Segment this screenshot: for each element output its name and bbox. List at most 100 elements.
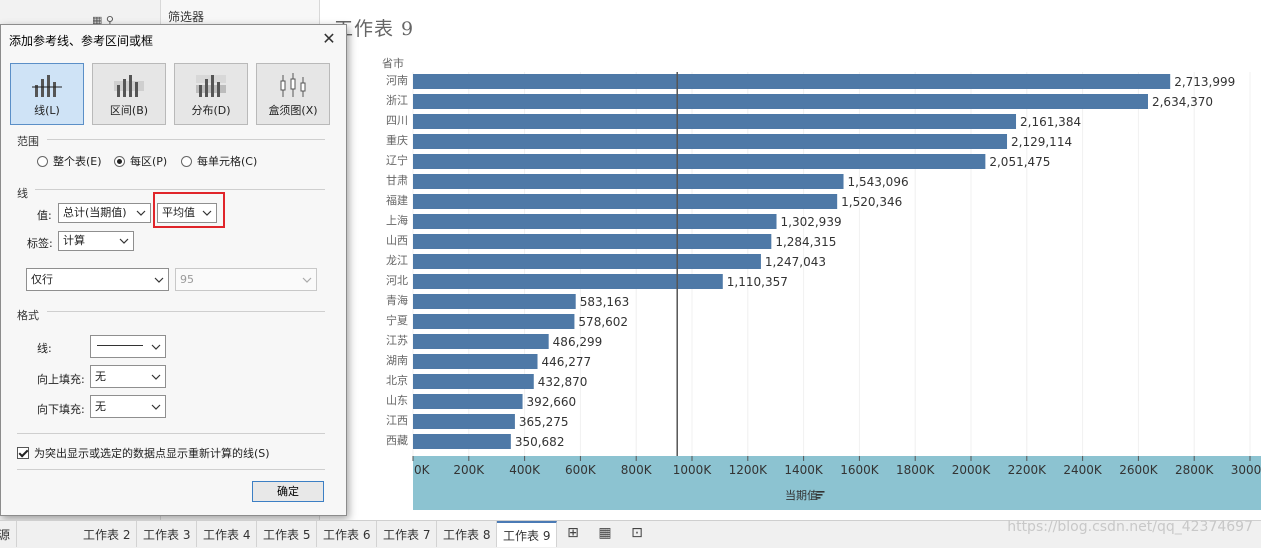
tab-sheet-8[interactable]: 工作表 8 [437, 521, 498, 547]
tab-sheet-5[interactable]: 工作表 5 [257, 521, 318, 547]
bar [413, 414, 515, 429]
highlight-box [153, 192, 225, 228]
radio-dot [37, 156, 48, 167]
format-divider [47, 311, 325, 312]
sheet-tab-bar: 源 工作表 2 工作表 3 工作表 4 工作表 5 工作表 6 工作表 7 工作… [0, 520, 1261, 548]
data-label: 1,302,939 [781, 215, 842, 229]
category-label: 甘肃 [386, 174, 408, 187]
tab-sheet-4[interactable]: 工作表 4 [197, 521, 258, 547]
fill-above-select[interactable]: 无 [90, 365, 166, 388]
dialog-title: 添加参考线、参考区间或框 [9, 34, 154, 48]
new-story-icon[interactable]: ⊡ [631, 525, 643, 541]
data-label: 2,634,370 [1152, 95, 1213, 109]
bar [413, 374, 534, 389]
tab-sheet-6[interactable]: 工作表 6 [317, 521, 378, 547]
distribution-type-icon [196, 75, 226, 97]
data-label: 583,163 [580, 295, 630, 309]
value-field-select[interactable]: 总计(当期值) [58, 203, 151, 223]
x-tick-label: 0K [414, 463, 431, 477]
footer-divider [17, 469, 325, 470]
recalc-checkbox-label: 为突出显示或选定的数据点显示重新计算的线(S) [34, 447, 270, 460]
close-icon[interactable]: ✕ [322, 29, 336, 48]
bar [413, 234, 772, 249]
category-label: 山东 [386, 394, 408, 407]
fill-below-label: 向下填充: [37, 403, 85, 416]
aggregation-select[interactable]: 平均值 [157, 203, 217, 223]
tab-sheet-3[interactable]: 工作表 3 [137, 521, 198, 547]
pane-toolbar-icons[interactable]: ▦ ⚲ [92, 14, 114, 27]
chevron-down-icon [151, 374, 161, 380]
scope-entire-table-radio[interactable]: 整个表(E) [37, 153, 102, 169]
scope-per-cell-radio[interactable]: 每单元格(C) [181, 153, 257, 169]
bar [413, 174, 844, 189]
data-label: 446,277 [542, 355, 592, 369]
new-dashboard-icon[interactable]: ▦ [598, 525, 612, 541]
category-label: 河北 [386, 274, 408, 287]
scope-entire-table-label: 整个表(E) [53, 155, 102, 168]
recalc-checkbox[interactable]: 为突出显示或选定的数据点显示重新计算的线(S) [17, 445, 270, 461]
scope-heading: 范围 [17, 135, 39, 148]
x-tick-label: 2200K [1008, 463, 1048, 477]
add-reference-line-dialog: 添加参考线、参考区间或框 ✕ 线(L) 区间(B) 分布(D) 盒须图( [0, 24, 347, 516]
bar [413, 294, 576, 309]
bar [413, 134, 1008, 149]
x-tick-label: 1400K [784, 463, 824, 477]
data-label: 350,682 [515, 435, 565, 449]
bar [413, 214, 777, 229]
tag-select[interactable]: 计算 [58, 231, 134, 251]
chevron-down-icon [202, 210, 212, 216]
category-label: 上海 [386, 213, 408, 227]
category-label: 辽宁 [386, 153, 408, 167]
category-label: 山西 [386, 234, 408, 247]
value-label: 值: [37, 209, 52, 222]
type-boxplot-button[interactable]: 盒须图(X) [256, 63, 330, 125]
tab-sheet-2[interactable]: 工作表 2 [77, 521, 138, 547]
category-label: 重庆 [386, 133, 408, 147]
data-label: 1,284,315 [775, 235, 836, 249]
bar [413, 194, 838, 209]
new-worksheet-icon[interactable]: ⊞ [567, 525, 579, 541]
format-line-label: 线: [37, 342, 52, 355]
line-type-icon [32, 75, 62, 97]
chevron-down-icon [119, 238, 129, 244]
tag-label: 标签: [27, 237, 53, 250]
x-tick-label: 1600K [840, 463, 880, 477]
tag-value-text: 计算 [63, 234, 85, 247]
scope-per-cell-label: 每单元格(C) [197, 155, 258, 168]
x-tick-label: 1000K [673, 463, 713, 477]
x-tick-label: 2400K [1063, 463, 1103, 477]
chevron-down-icon [136, 210, 146, 216]
x-tick-label: 1800K [896, 463, 936, 477]
bar [413, 434, 511, 449]
category-label: 河南 [386, 74, 408, 87]
tab-sheet-7[interactable]: 工作表 7 [377, 521, 438, 547]
data-label: 578,602 [578, 315, 628, 329]
tab-datasource[interactable]: 源 [0, 521, 18, 547]
ok-button[interactable]: 确定 [252, 481, 324, 502]
category-label: 西藏 [386, 434, 408, 447]
value-field-text: 总计(当期值) [63, 206, 127, 219]
bar [413, 94, 1148, 109]
type-distribution-label: 分布(D) [191, 104, 231, 117]
type-line-button[interactable]: 线(L) [10, 63, 84, 125]
data-label: 2,129,114 [1011, 135, 1072, 149]
bottom-divider [17, 433, 325, 434]
tab-sheet-9[interactable]: 工作表 9 [497, 521, 558, 547]
scope-per-pane-radio[interactable]: 每区(P) [114, 153, 167, 169]
x-tick-label: 2800K [1175, 463, 1215, 477]
fill-below-select[interactable]: 无 [90, 395, 166, 418]
confidence-select[interactable]: 95 [175, 268, 317, 291]
category-label: 浙江 [386, 94, 408, 107]
filters-shelf-label: 筛选器 [168, 10, 205, 24]
type-boxplot-label: 盒须图(X) [268, 104, 318, 117]
bar [413, 254, 761, 269]
tooltip-select[interactable]: 仅行 [26, 268, 169, 291]
line-style-select[interactable] [90, 335, 166, 358]
data-label: 2,051,475 [989, 155, 1050, 169]
aggregation-text: 平均值 [162, 206, 195, 219]
type-distribution-button[interactable]: 分布(D) [174, 63, 248, 125]
x-tick-label: 600K [565, 463, 597, 477]
tooltip-select-text: 仅行 [31, 273, 53, 286]
type-band-button[interactable]: 区间(B) [92, 63, 166, 125]
